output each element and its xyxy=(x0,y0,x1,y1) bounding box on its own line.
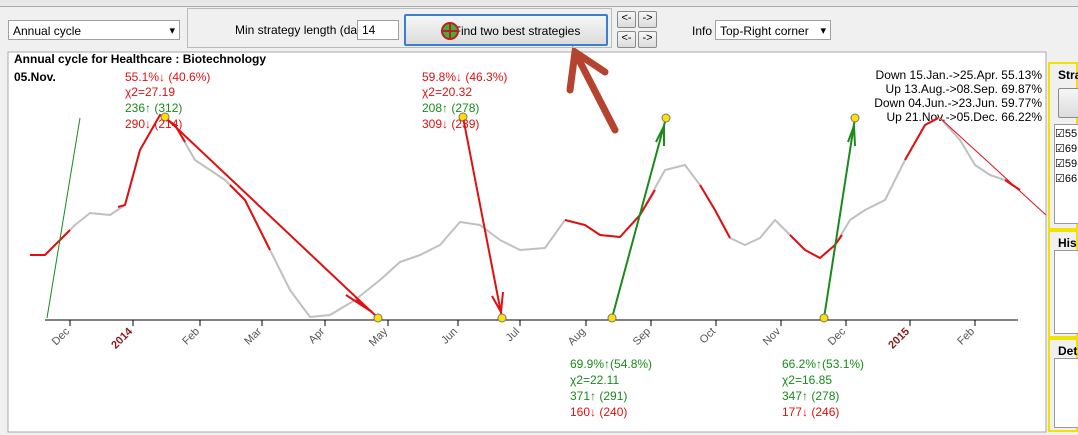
svg-text:371↑ (291): 371↑ (291) xyxy=(570,389,627,403)
find-button-label: Find two best strategies xyxy=(453,24,581,38)
svg-text:177↓ (246): 177↓ (246) xyxy=(782,405,839,419)
group-box xyxy=(187,8,612,48)
strategy-check[interactable]: ☑55 xyxy=(1055,127,1078,142)
history-title: His xyxy=(1058,236,1077,250)
nav-button[interactable]: -> xyxy=(638,31,657,48)
svg-text:χ2=22.11: χ2=22.11 xyxy=(570,373,619,387)
info-line: Up 13.Aug.->08.Sep. 69.87% xyxy=(886,82,1043,96)
svg-text:347↑ (278): 347↑ (278) xyxy=(782,389,839,403)
min-length-value: 14 xyxy=(362,23,376,37)
check-label: 55 xyxy=(1064,128,1078,140)
annotation: 55.1%↓ (40.6%) χ2=27.19 236↑ (312) 290↓ … xyxy=(125,70,864,419)
checkbox[interactable]: ☑ xyxy=(1055,128,1065,140)
svg-text:χ2=20.32: χ2=20.32 xyxy=(422,85,472,99)
check-label: 66 xyxy=(1064,173,1078,185)
cycle-select[interactable]: Annual cycle xyxy=(8,20,180,41)
strategy-check[interactable]: ☑66 xyxy=(1055,172,1078,187)
strategies-title: Stra xyxy=(1058,68,1078,82)
arrow xyxy=(611,117,667,319)
checkbox[interactable]: ☑ xyxy=(1055,143,1065,155)
chart-title: Annual cycle for Healthcare : Biotechnol… xyxy=(14,52,266,66)
chart: Annual cycle for Healthcare : Biotechnol… xyxy=(7,45,1047,433)
check-label: 69 xyxy=(1064,143,1078,155)
info-line: Down 04.Jun.->23.Jun. 59.77% xyxy=(874,96,1042,110)
button-icon xyxy=(441,22,459,40)
svg-text:290↓ (214): 290↓ (214) xyxy=(125,117,182,131)
tab-strip xyxy=(0,0,1078,7)
strategy-check[interactable]: ☑69 xyxy=(1055,142,1078,157)
date: 05.Nov. xyxy=(14,70,56,84)
info-select[interactable]: Top-Right corner xyxy=(715,20,831,41)
info-label: Info xyxy=(692,24,713,38)
svg-text:208↑ (278): 208↑ (278) xyxy=(422,101,479,115)
info-line: Up 21.Nov.->05.Dec. 66.22% xyxy=(886,110,1042,124)
axis-ticks xyxy=(69,320,976,326)
info-line: Down 15.Jan.->25.Apr. 55.13% xyxy=(876,68,1043,82)
svg-text:66.2%↑(53.1%): 66.2%↑(53.1%) xyxy=(782,357,864,371)
svg-text:309↓ (239): 309↓ (239) xyxy=(422,117,479,131)
endpoint xyxy=(160,112,860,323)
svg-text:59.8%↓ (46.3%): 59.8%↓ (46.3%) xyxy=(422,70,507,84)
arrow xyxy=(939,117,1047,216)
min-length-label: Min strategy length (days) xyxy=(235,23,374,37)
svg-text:236↑ (312): 236↑ (312) xyxy=(125,101,182,115)
pointer-arrow xyxy=(566,45,619,134)
arrow xyxy=(462,116,503,319)
chart-area xyxy=(7,51,1047,433)
panel-button[interactable] xyxy=(1058,88,1078,118)
checkbox[interactable]: ☑ xyxy=(1055,173,1065,185)
arrow xyxy=(46,117,81,319)
svg-text:χ2=16.85: χ2=16.85 xyxy=(782,373,832,387)
svg-text:160↓ (240): 160↓ (240) xyxy=(570,405,627,419)
check-label: 59 xyxy=(1064,158,1078,170)
find-button[interactable]: Find two best strategies xyxy=(404,14,608,46)
arrow xyxy=(823,117,856,319)
checkbox[interactable]: ☑ xyxy=(1055,158,1065,170)
arrow xyxy=(164,116,379,319)
history-panel: His xyxy=(1048,230,1078,338)
strategies-panel: Stra ☑55☑69☑59☑66 xyxy=(1048,62,1078,230)
details-title: Det xyxy=(1058,344,1078,358)
details-panel: Det xyxy=(1048,338,1078,432)
svg-text:55.1%↓ (40.6%): 55.1%↓ (40.6%) xyxy=(125,70,210,84)
nav-button[interactable]: <- xyxy=(617,31,636,48)
min-length-input[interactable]: 14 xyxy=(357,20,399,40)
strategy-check[interactable]: ☑59 xyxy=(1055,157,1078,172)
nav-button[interactable]: -> xyxy=(638,11,657,28)
svg-text:69.9%↑(54.8%): 69.9%↑(54.8%) xyxy=(570,357,652,371)
svg-text:χ2=27.19: χ2=27.19 xyxy=(125,85,175,99)
nav-button[interactable]: <- xyxy=(617,11,636,28)
